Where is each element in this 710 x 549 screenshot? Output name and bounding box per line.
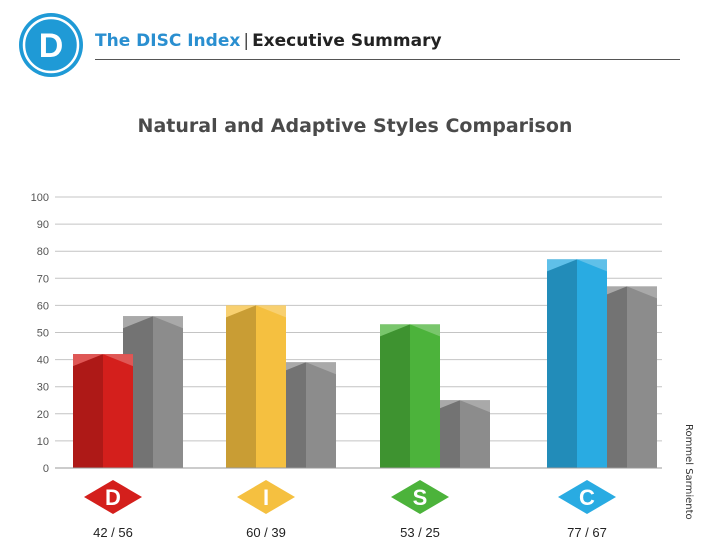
category-letter-d: D (105, 485, 121, 510)
natural-bar-c-left-face (547, 259, 577, 468)
y-tick-label: 40 (37, 355, 49, 367)
natural-bar-i-left-face (226, 305, 256, 468)
natural-bar-i (226, 305, 286, 468)
adaptive-bar-s-right-face (460, 400, 490, 468)
adaptive-bar-c-right-face (627, 286, 657, 468)
y-tick-label: 20 (37, 409, 49, 421)
adaptive-bar-d-right-face (153, 316, 183, 468)
logo-letter: D (39, 27, 64, 65)
category-value-label: 53 / 25 (400, 525, 440, 540)
natural-bar-c (547, 259, 607, 468)
y-tick-label: 0 (43, 463, 49, 475)
natural-bar-c-top-cap (547, 259, 607, 272)
chart-title: Natural and Adaptive Styles Comparison (137, 115, 573, 137)
category-value-label: 42 / 56 (93, 525, 133, 540)
y-tick-label: 70 (37, 273, 49, 285)
natural-bar-d-right-face (103, 354, 133, 468)
disc-logo-icon: D (19, 13, 83, 77)
natural-bar-s-top-cap (380, 324, 440, 337)
category-value-label: 77 / 67 (567, 525, 607, 540)
category-value-label: 60 / 39 (246, 525, 286, 540)
adaptive-bar-s-top-cap (430, 400, 490, 413)
adaptive-bar-i-right-face (306, 362, 336, 468)
adaptive-bar-c-top-cap (597, 286, 657, 299)
y-tick-label: 60 (37, 300, 49, 312)
category-letter-i: I (263, 485, 269, 510)
header-divider (95, 59, 680, 60)
natural-bar-d (73, 354, 133, 468)
category-diamond-s (391, 480, 449, 514)
header: The DISC Index | Executive Summary (95, 31, 442, 51)
author-credit: Rommel Sarmiento (683, 424, 694, 520)
adaptive-bar-d-top-cap (123, 316, 183, 329)
y-tick-label: 100 (31, 192, 49, 204)
natural-bar-s-right-face (410, 324, 440, 468)
natural-bar-d-left-face (73, 354, 103, 468)
natural-bar-d-top-cap (73, 354, 133, 367)
natural-bar-i-top-cap (226, 305, 286, 318)
y-tick-label: 10 (37, 436, 49, 448)
category-diamond-i (237, 480, 295, 514)
category-letter-c: C (579, 485, 595, 510)
natural-bar-s-left-face (380, 324, 410, 468)
natural-bar-s (380, 324, 440, 468)
natural-bar-i-right-face (256, 305, 286, 468)
natural-bar-c-right-face (577, 259, 607, 468)
header-separator: | (243, 31, 250, 51)
y-tick-label: 80 (37, 246, 49, 258)
y-tick-label: 50 (37, 328, 49, 340)
y-tick-label: 30 (37, 382, 49, 394)
category-diamond-d (84, 480, 142, 514)
category-diamond-c (558, 480, 616, 514)
adaptive-bar-i-top-cap (276, 362, 336, 375)
y-tick-label: 90 (37, 219, 49, 231)
header-subtitle: Executive Summary (252, 31, 442, 51)
brand-name: The DISC Index (95, 31, 241, 51)
category-letter-s: S (413, 485, 428, 510)
